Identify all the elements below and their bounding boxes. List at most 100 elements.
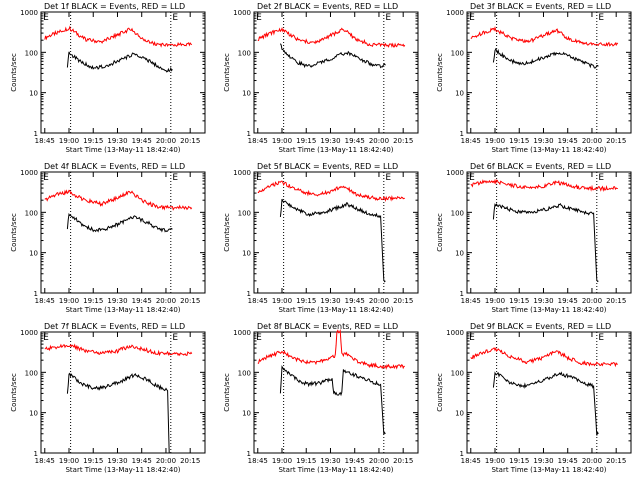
y-axis-label: Counts/sec [436, 53, 444, 92]
x-tick-label: 19:30 [533, 297, 553, 305]
x-tick-label: 19:30 [533, 137, 553, 145]
x-tick-label: 19:15 [509, 137, 529, 145]
y-axis-label: Counts/sec [10, 53, 18, 92]
x-tick-label: 19:30 [107, 297, 127, 305]
series-line-lld [257, 180, 405, 203]
y-axis-label: Counts/sec [223, 213, 231, 252]
x-tick-label: 20:15 [393, 297, 413, 305]
y-axis-label: Counts/sec [10, 213, 18, 252]
y-tick-label: 1 [34, 290, 38, 298]
y-axis-label: Counts/sec [10, 373, 18, 412]
plot-frame [253, 171, 419, 294]
series-line-events [66, 212, 173, 233]
y-tick-label: 100 [451, 49, 464, 57]
series-line-lld [470, 26, 619, 47]
x-tick-label: 19:00 [59, 137, 79, 145]
marker-label: E [469, 333, 475, 343]
x-tick-label: 19:15 [83, 297, 103, 305]
chart-title: Det 1f BLACK = Events, RED = LLD [44, 2, 185, 11]
chart-title: Det 3f BLACK = Events, RED = LLD [470, 2, 611, 11]
series-line-lld [44, 343, 193, 357]
series-line-events [66, 372, 171, 454]
series-line-events [279, 198, 386, 283]
marker-label: E [172, 173, 178, 183]
y-tick-label: 1 [247, 450, 251, 458]
y-tick-label: 1000 [446, 9, 464, 17]
x-tick-label: 18:45 [461, 137, 481, 145]
x-tick-label: 19:30 [107, 137, 127, 145]
marker-label: E [256, 13, 262, 23]
plot-frame [253, 331, 419, 454]
marker-label: E [43, 333, 49, 343]
series-line-events [279, 365, 386, 436]
y-axis-label: Counts/sec [223, 53, 231, 92]
series-line-lld [257, 328, 405, 370]
y-tick-label: 10 [455, 90, 464, 98]
x-tick-label: 20:00 [582, 137, 602, 145]
x-tick-label: 20:00 [156, 457, 176, 465]
y-tick-label: 1000 [20, 9, 38, 17]
series-line-events [492, 47, 599, 69]
x-tick-label: 20:15 [393, 137, 413, 145]
x-tick-label: 19:00 [272, 137, 292, 145]
y-tick-label: 1 [460, 290, 464, 298]
marker-label: E [172, 13, 178, 23]
y-tick-label: 1000 [446, 329, 464, 337]
marker-label: E [43, 173, 49, 183]
y-tick-label: 100 [451, 209, 464, 217]
x-tick-label: 19:45 [132, 137, 152, 145]
y-tick-label: 100 [238, 209, 251, 217]
series-line-lld [257, 26, 406, 48]
y-tick-label: 1 [460, 450, 464, 458]
plot-frame [466, 171, 632, 294]
x-tick-label: 18:45 [461, 457, 481, 465]
y-tick-label: 1 [247, 130, 251, 138]
y-tick-label: 1 [34, 450, 38, 458]
x-tick-label: 20:00 [156, 297, 176, 305]
marker-label: E [598, 333, 604, 343]
x-tick-label: 18:45 [461, 297, 481, 305]
x-tick-label: 19:15 [296, 297, 316, 305]
y-tick-label: 10 [455, 410, 464, 418]
series-line-lld [44, 25, 193, 48]
chart-panel: Det 9f BLACK = Events, RED = LLD 1 10 100 10… [436, 322, 632, 474]
x-tick-label: 20:00 [369, 137, 389, 145]
chart-title: Det 8f BLACK = Events, RED = LLD [257, 322, 398, 331]
chart-panel: Det 8f BLACK = Events, RED = LLD 1 10 100 10… [223, 322, 419, 474]
y-tick-label: 100 [25, 369, 38, 377]
marker-label: E [172, 333, 178, 343]
y-tick-label: 10 [29, 90, 38, 98]
y-tick-label: 100 [238, 49, 251, 57]
plot-frame [40, 331, 206, 454]
x-tick-label: 19:45 [345, 137, 365, 145]
x-tick-label: 19:15 [509, 297, 529, 305]
plot-frame [40, 171, 206, 294]
x-axis-label: Start Time (13-May-11 18:42:40) [491, 306, 606, 314]
x-tick-label: 19:00 [485, 457, 505, 465]
plot-frame [40, 11, 206, 134]
x-tick-label: 20:00 [369, 297, 389, 305]
x-tick-label: 20:15 [393, 457, 413, 465]
y-tick-label: 100 [451, 369, 464, 377]
x-tick-label: 19:45 [558, 457, 578, 465]
chart-panel: Det 2f BLACK = Events, RED = LLD 1 10 100 10… [223, 2, 419, 154]
y-tick-label: 10 [29, 250, 38, 258]
chart-panel: Det 1f BLACK = Events, RED = LLD 1 10 100 10… [10, 2, 206, 154]
x-tick-label: 20:15 [606, 137, 626, 145]
x-tick-label: 19:15 [83, 457, 103, 465]
chart-title: Det 2f BLACK = Events, RED = LLD [257, 2, 398, 11]
plot-frame [253, 11, 419, 134]
y-axis-label: Counts/sec [223, 373, 231, 412]
y-tick-label: 10 [29, 410, 38, 418]
chart-title: Det 4f BLACK = Events, RED = LLD [44, 162, 185, 171]
x-tick-label: 19:15 [296, 457, 316, 465]
x-axis-label: Start Time (13-May-11 18:42:40) [65, 466, 180, 474]
y-tick-label: 1 [34, 130, 38, 138]
x-tick-label: 19:00 [272, 457, 292, 465]
y-tick-label: 10 [242, 250, 251, 258]
marker-label: E [598, 173, 604, 183]
x-axis-label: Start Time (13-May-11 18:42:40) [491, 146, 606, 154]
x-tick-label: 20:15 [180, 457, 200, 465]
series-line-events [279, 43, 386, 69]
x-tick-label: 20:00 [582, 457, 602, 465]
